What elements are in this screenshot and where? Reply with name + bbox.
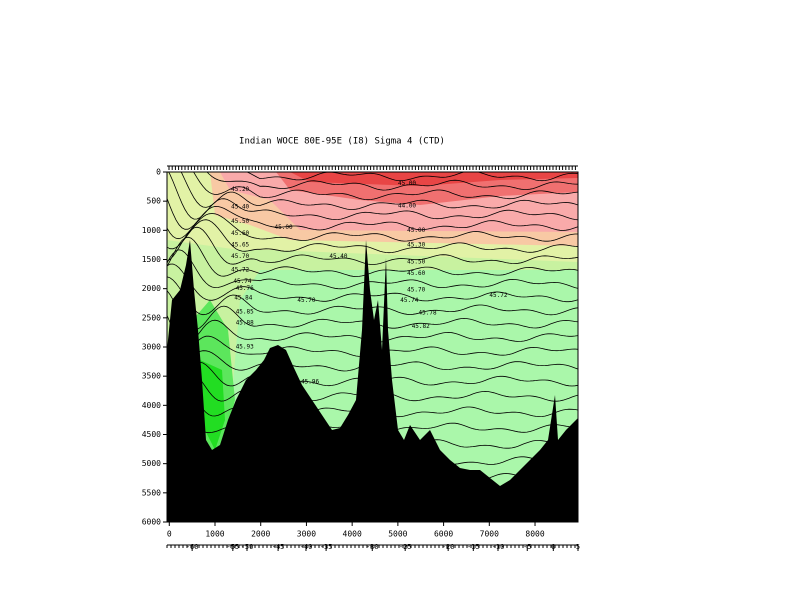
contour-line [245, 172, 578, 182]
contour-label: 45.60 [231, 230, 249, 237]
contour-line [167, 213, 578, 242]
contour-label: 45.70 [297, 297, 315, 304]
contour-label: 45.82 [412, 323, 430, 330]
contour-label: 45.65 [231, 241, 249, 248]
contour-label: 45.74 [400, 297, 418, 304]
bathymetry [167, 240, 578, 522]
contour-line [167, 276, 578, 316]
contour-label: 45.00 [275, 224, 293, 231]
lat-tick-label: -15 [467, 543, 480, 551]
x-tick-label: 0 [167, 530, 172, 539]
contour-label: 45.00 [398, 180, 416, 187]
contour-label: 45.72 [231, 267, 249, 274]
y-tick-label: 1500 [142, 255, 161, 264]
y-tick-label: 2000 [142, 284, 161, 293]
y-tick-label: 5000 [142, 459, 161, 468]
contour-line [167, 236, 578, 278]
contour-label: 45.74 [233, 278, 251, 285]
y-tick-label: 4500 [142, 430, 161, 439]
contour-label: 45.88 [236, 320, 254, 327]
x-tick-label: 6000 [434, 530, 453, 539]
contour-label: 45.60 [407, 270, 425, 277]
contour-label: 45.40 [231, 204, 249, 211]
contour-label: 45.78 [419, 310, 437, 317]
y-tick-label: 3000 [142, 343, 161, 352]
contour-label: 44.00 [398, 202, 416, 209]
lat-tick-label: 5 [576, 543, 580, 551]
lat-tick-label: -40 [300, 543, 313, 551]
x-tick-label: 4000 [343, 530, 362, 539]
lat-tick-label: -55 [227, 543, 240, 551]
contour-line [193, 172, 578, 201]
lat-tick-label: 0 [551, 543, 555, 551]
contour-label: 45.70 [231, 253, 249, 260]
y-tick-label: 1000 [142, 226, 161, 235]
lat-tick-label: -5 [523, 543, 531, 551]
x-tick-label: 3000 [297, 530, 316, 539]
contour-line [167, 226, 578, 265]
lat-tick-label: -30 [366, 543, 379, 551]
lat-tick-label: -35 [320, 543, 333, 551]
contour-line [180, 172, 578, 210]
contour-label: 45.72 [489, 292, 507, 299]
lat-tick-label: -10 [492, 543, 505, 551]
contour-label: 45.84 [234, 295, 252, 302]
contour-label: 45.85 [236, 309, 254, 316]
lat-tick-label: -50 [241, 543, 254, 551]
y-tick-label: 500 [147, 197, 162, 206]
chart-title: Indian WOCE 80E-95E (I8) Sigma 4 (CTD) [239, 137, 445, 147]
y-tick-label: 2500 [142, 313, 161, 322]
contour-label: 45.76 [236, 285, 254, 292]
y-tick-label: 0 [156, 168, 161, 177]
x-tick-label: 2000 [251, 530, 270, 539]
y-tick-label: 6000 [142, 518, 161, 527]
contour-label: 45.00 [407, 227, 425, 234]
lat-tick-label: -45 [272, 543, 285, 551]
contour-line [167, 219, 578, 254]
contour-label: 45.50 [231, 218, 249, 225]
contour-line [206, 172, 578, 191]
contour-line [167, 249, 578, 290]
lat-tick-label: -20 [442, 543, 455, 551]
y-tick-label: 5500 [142, 488, 161, 497]
x-tick-label: 1000 [205, 530, 224, 539]
y-tick-label: 4000 [142, 401, 161, 410]
x-tick-label: 7000 [480, 530, 499, 539]
contour-label: 45.96 [301, 379, 319, 386]
contour-label: 45.40 [329, 253, 347, 260]
contour-label: 45.93 [236, 344, 254, 351]
contour-label: 45.30 [407, 241, 425, 248]
x-tick-label: 8000 [525, 530, 544, 539]
section-fill [167, 172, 578, 522]
contour-line [167, 198, 578, 231]
contour-label: 45.50 [407, 258, 425, 265]
contour-label: 45.20 [231, 186, 249, 193]
contour-line [167, 263, 578, 303]
contour-label: 45.70 [407, 286, 425, 293]
y-tick-label: 3500 [142, 372, 161, 381]
lat-tick-label: -60 [186, 543, 199, 551]
contour-line [168, 172, 578, 221]
x-tick-label: 5000 [388, 530, 407, 539]
lat-tick-label: -25 [399, 543, 412, 551]
